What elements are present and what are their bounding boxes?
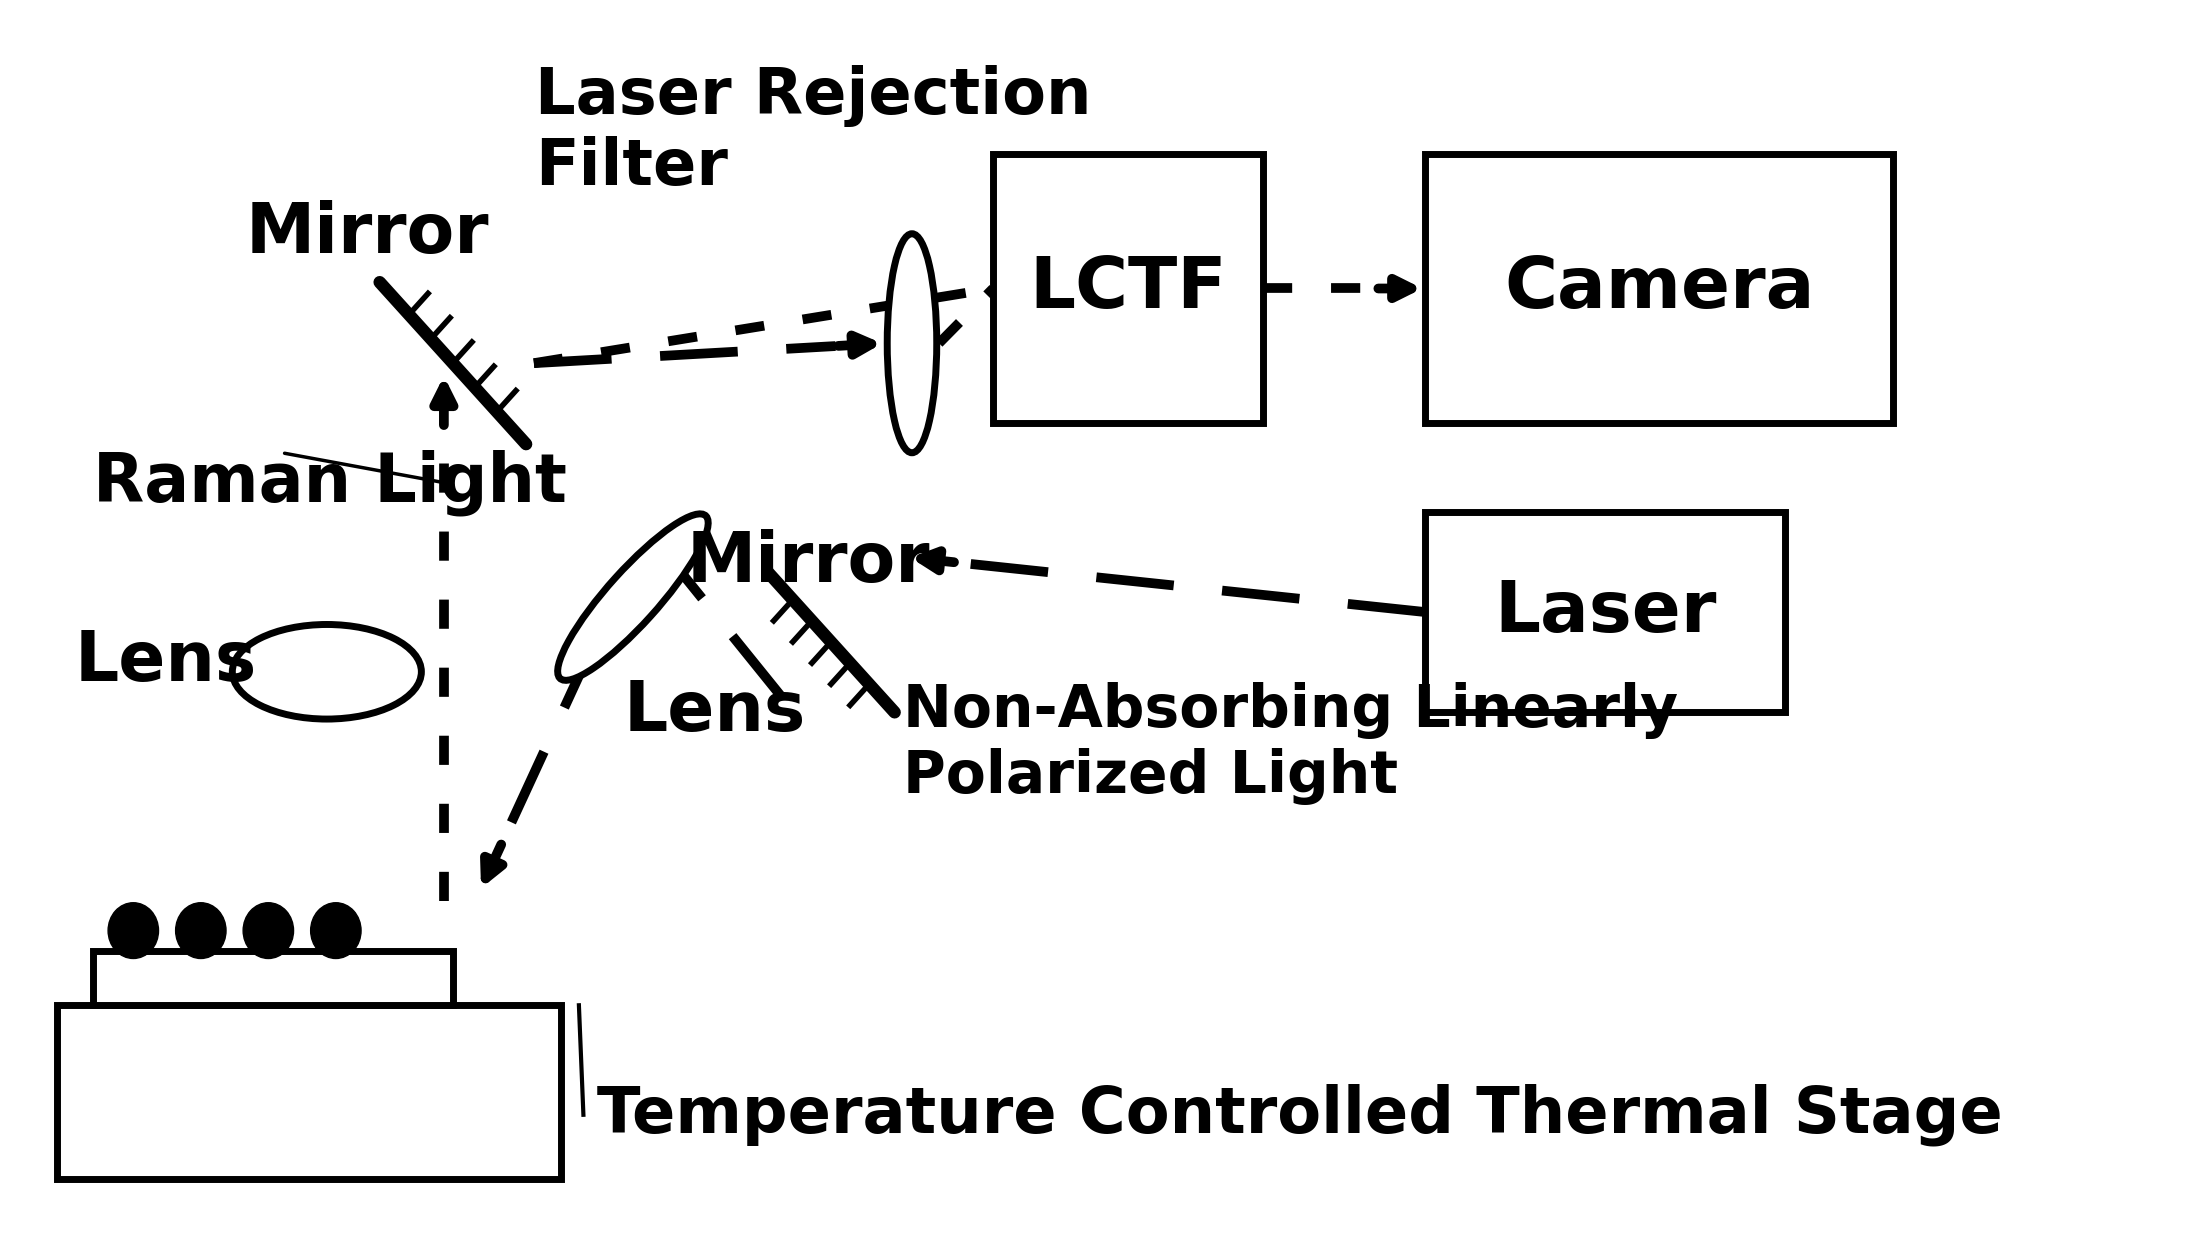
Ellipse shape xyxy=(233,625,422,719)
Ellipse shape xyxy=(558,514,708,681)
Circle shape xyxy=(310,903,360,959)
Bar xyxy=(993,154,1264,422)
Circle shape xyxy=(108,903,158,959)
Text: Temperature Controlled Thermal Stage: Temperature Controlled Thermal Stage xyxy=(598,1083,2002,1146)
Text: Non-Absorbing Linearly
Polarized Light: Non-Absorbing Linearly Polarized Light xyxy=(903,682,1677,805)
Ellipse shape xyxy=(888,233,936,453)
Bar xyxy=(1424,154,1892,422)
Text: LCTF: LCTF xyxy=(1029,255,1226,323)
Text: Mirror: Mirror xyxy=(688,529,930,596)
Bar xyxy=(57,1005,560,1180)
Text: Mirror: Mirror xyxy=(246,200,490,267)
Text: Lens: Lens xyxy=(75,628,257,696)
Bar xyxy=(92,950,453,1005)
Circle shape xyxy=(244,903,295,959)
Text: Camera: Camera xyxy=(1503,255,1813,323)
Text: Laser Rejection
Filter: Laser Rejection Filter xyxy=(534,65,1090,199)
Bar xyxy=(1424,513,1785,712)
Text: Raman Light: Raman Light xyxy=(92,450,567,515)
Text: Lens: Lens xyxy=(624,678,807,745)
Text: Laser: Laser xyxy=(1495,578,1717,647)
Circle shape xyxy=(176,903,226,959)
